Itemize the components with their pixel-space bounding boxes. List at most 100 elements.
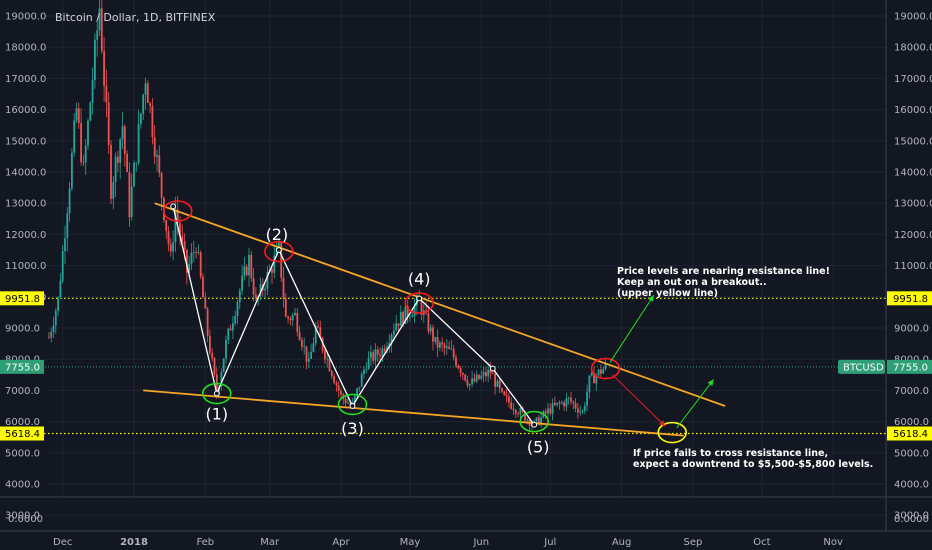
candle-body: [333, 376, 335, 383]
rebound-arrow: [676, 379, 714, 429]
candle-body: [457, 365, 460, 369]
pivot-circle-red: [404, 292, 435, 314]
x-tick-label: 2018: [120, 537, 148, 548]
y-tick-label: 9000.0: [894, 324, 929, 335]
candle-body: [360, 373, 363, 387]
candle-body: [388, 343, 391, 347]
y-tick-label: 3000.0: [5, 511, 40, 522]
y-tick-label: 13000.0: [894, 199, 932, 210]
wave-node: [531, 421, 538, 428]
candle-body: [379, 354, 381, 357]
candle-body: [73, 120, 76, 153]
pivot-circle-red: [162, 200, 193, 222]
candle-body: [540, 417, 542, 425]
wave-node: [213, 390, 220, 397]
candle-body: [340, 390, 342, 395]
lower-pane-tick-left: 0.0000: [8, 514, 43, 525]
candle-body: [112, 182, 115, 199]
candle-body: [169, 244, 172, 252]
candle-body: [50, 332, 53, 338]
x-tick-label: Jul: [543, 537, 556, 548]
y-tick-label: 4000.0: [894, 480, 929, 491]
y-tick-label: 11000.0: [894, 261, 932, 272]
candle-body: [296, 312, 299, 332]
candle-body: [144, 83, 147, 95]
candle-body: [128, 171, 131, 218]
candle-body: [498, 380, 501, 389]
y-tick-label: 6000.0: [894, 417, 929, 428]
candle-body: [358, 386, 361, 389]
candle-body: [402, 312, 404, 325]
price-tag-left: [0, 359, 44, 374]
candle-body: [365, 368, 368, 370]
candle-body: [468, 384, 471, 386]
candle-body: [307, 358, 310, 362]
candle-body: [436, 336, 439, 348]
candle-body: [496, 380, 499, 387]
pivot-circle-red: [264, 240, 294, 263]
candle-body: [549, 408, 552, 414]
support-line: [143, 389, 684, 437]
candle-body: [52, 325, 55, 333]
candle-body: [284, 298, 287, 317]
x-tick-label: Oct: [753, 537, 770, 548]
price-tag-right: [887, 359, 932, 374]
level-tag-left: [0, 291, 44, 306]
price-tag-left-label: 7755.0: [5, 362, 40, 373]
candle-body: [117, 156, 119, 163]
candle-body: [264, 288, 266, 291]
candle-body: [197, 252, 200, 254]
candle-body: [77, 108, 80, 124]
candle-body: [107, 102, 110, 146]
wave-node: [349, 403, 356, 409]
trendlines: [143, 202, 726, 437]
level-tag-left-label: 9951.8: [5, 294, 40, 305]
x-tick-label: May: [400, 537, 421, 548]
candle-body: [464, 374, 467, 381]
y-tick-label: 15000.0: [894, 136, 932, 147]
candle-body: [142, 94, 145, 114]
candle-body: [448, 346, 450, 349]
pivot-circle-green: [519, 410, 550, 433]
candle-body: [581, 410, 584, 412]
candle-body: [245, 266, 248, 276]
candle-body: [255, 294, 257, 299]
candle-body: [471, 378, 473, 385]
candle-body: [337, 385, 340, 391]
candle-body: [241, 275, 243, 291]
candle-body: [199, 252, 202, 277]
candle-body: [363, 369, 365, 374]
candle-body: [94, 39, 96, 81]
candle-body: [310, 351, 312, 359]
candle-body: [271, 269, 273, 273]
level-tag-right-label: 5618.4: [893, 429, 928, 440]
candle-body: [181, 236, 184, 242]
wave-label: (5): [527, 438, 550, 457]
candle-body: [114, 156, 117, 183]
x-tick-label: Sep: [683, 537, 702, 548]
candle-body: [188, 263, 191, 273]
downtrend-note-line-1: If price fails to cross resistance line,: [633, 448, 828, 459]
candle-body: [374, 349, 377, 361]
horizontal-levels: [0, 297, 886, 435]
candle-body: [353, 396, 356, 403]
candle-body: [505, 394, 508, 397]
candle-body: [445, 346, 448, 349]
resistance-line: [154, 202, 726, 407]
candle-body: [420, 300, 423, 316]
candle-body: [519, 407, 522, 415]
candle-body: [250, 254, 253, 279]
candle-body: [204, 297, 207, 309]
y-tick-label: 11000.0: [5, 261, 46, 272]
candle-body: [572, 401, 575, 404]
candle-body: [335, 382, 338, 386]
candle-body: [149, 102, 151, 107]
candle-body: [593, 372, 595, 384]
level-tag-right-label: 9951.8: [893, 294, 928, 305]
candle-body: [494, 373, 496, 387]
candle-body: [524, 411, 526, 421]
wave-node: [489, 365, 496, 372]
candle-body: [535, 417, 538, 421]
